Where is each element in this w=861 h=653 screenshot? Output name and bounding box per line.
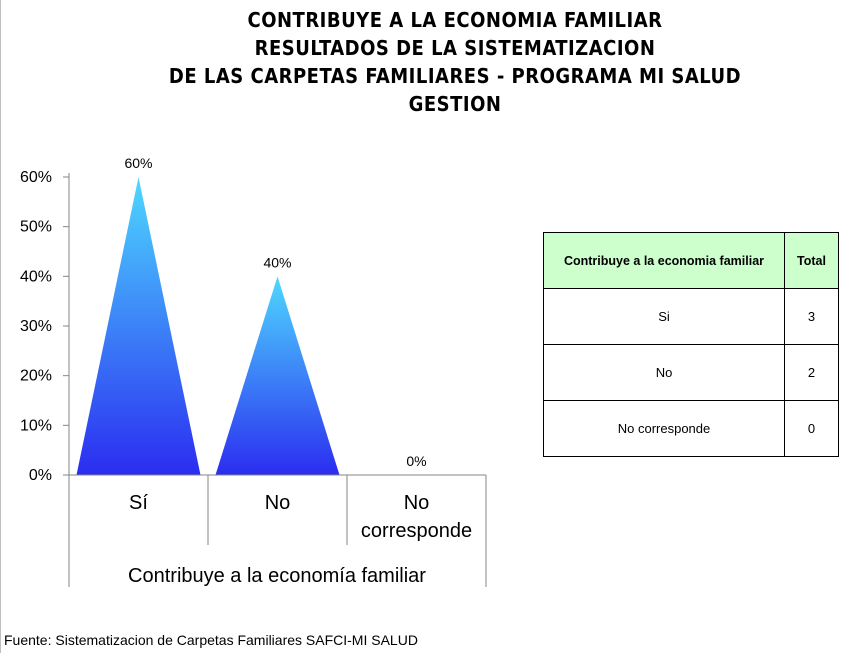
x-category-label: No corresponde [361, 492, 472, 542]
table-row: No 2 [543, 344, 839, 401]
y-tick-label: 50% [20, 219, 52, 236]
x-axis-labels: Sí No No corresponde [129, 492, 472, 542]
y-tick-label: 10% [20, 417, 52, 434]
left-border [0, 0, 1, 653]
table-header-total: Total [784, 232, 839, 289]
table-row: No corresponde 0 [543, 400, 839, 457]
table-header-category: Contribuye a la economia familiar [543, 232, 785, 289]
table-cell-total: 0 [784, 400, 839, 457]
y-tick-label: 40% [20, 268, 52, 285]
table-cell-category: No [543, 344, 785, 401]
source-note: Fuente: Sistematizacion de Carpetas Fami… [4, 632, 418, 648]
table-cell-total: 3 [784, 288, 839, 345]
title-line-4: GESTION [408, 92, 502, 116]
bar-series: 60% 40% 0% [76, 155, 427, 475]
y-tick-label: 60% [20, 169, 52, 186]
summary-table: Contribuye a la economia familiar Total … [543, 232, 839, 457]
title-line-2: RESULTADOS DE LA SISTEMATIZACION [254, 36, 656, 60]
table-cell-category: No corresponde [543, 400, 785, 457]
table-row: Si 3 [543, 288, 839, 345]
data-label: 0% [406, 453, 426, 469]
table-cell-category: Si [543, 288, 785, 345]
bar [215, 276, 340, 475]
y-tick-label: 30% [20, 318, 52, 335]
x-category-label: Sí [129, 492, 148, 514]
title-line-3: DE LAS CARPETAS FAMILIARES - PROGRAMA MI… [168, 64, 742, 88]
table-header-row: Contribuye a la economia familiar Total [543, 232, 839, 289]
title-line-1: CONTRIBUYE A LA ECONOMIA FAMILIAR [247, 8, 663, 32]
axes [68, 173, 487, 587]
table-cell-total: 2 [784, 344, 839, 401]
y-axis-ticks: 0% 10% 20% 30% 40% 50% 60% [20, 169, 69, 484]
chart-title: CONTRIBUYE A LA ECONOMIA FAMILIAR RESULT… [0, 6, 861, 118]
data-label: 40% [263, 254, 291, 270]
data-label: 60% [124, 155, 152, 171]
bar [76, 177, 201, 475]
y-tick-label: 0% [29, 467, 52, 484]
y-tick-label: 20% [20, 368, 52, 385]
x-axis-title: Contribuye a la economía familiar [128, 565, 426, 587]
x-category-label: No [265, 492, 291, 514]
